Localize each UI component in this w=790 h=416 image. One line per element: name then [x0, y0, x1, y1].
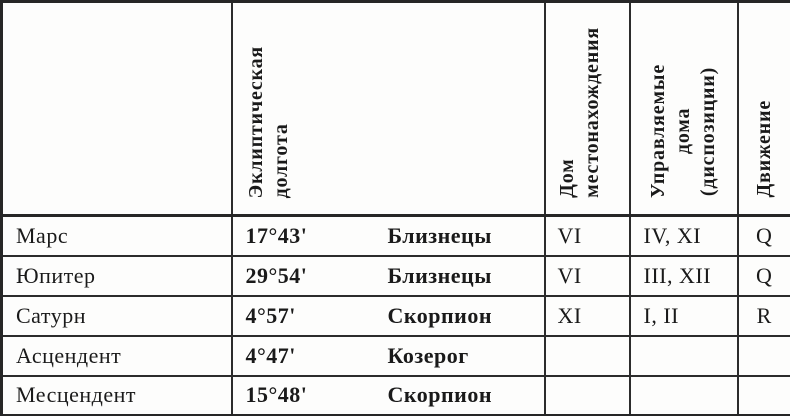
cell-ruled-houses: IV, XI	[628, 214, 739, 257]
cell-movement: Q	[736, 254, 790, 297]
longitude-degrees: 29°54'	[245, 262, 308, 288]
zodiac-sign: Скорпион	[387, 302, 493, 328]
table-row-saturn: Сатурн 4°57' Скорпион XI I, II R	[0, 294, 790, 337]
cell-longitude: 17°43' Близнецы	[230, 214, 546, 257]
cell-house: XI	[543, 294, 631, 337]
cell-ruled-houses	[628, 374, 739, 416]
cell-house: VI	[543, 254, 631, 297]
header-house-of-location: Дом местонахождения	[543, 0, 631, 217]
cell-house	[543, 334, 631, 377]
cell-planet-name: Сатурн	[0, 294, 233, 337]
header-ecliptic-longitude: Эклиптическая долгота	[230, 0, 546, 217]
longitude-degrees: 15°48'	[245, 382, 308, 408]
header-ecliptic-longitude-label: Эклиптическая долгота	[244, 45, 292, 198]
table-row-jupiter: Юпитер 29°54' Близнецы VI III, XII Q	[0, 254, 790, 297]
cell-longitude: 4°47' Козерог	[230, 334, 546, 377]
cell-planet-name: Асцендент	[0, 334, 233, 377]
cell-movement: R	[736, 294, 790, 337]
longitude-degrees: 4°47'	[245, 342, 296, 368]
cell-longitude: 15°48' Скорпион	[230, 374, 546, 416]
header-movement: Движение	[736, 0, 790, 217]
cell-house	[543, 374, 631, 416]
header-house-of-location-label: Дом местонахождения	[555, 27, 603, 198]
cell-ruled-houses: I, II	[628, 294, 739, 337]
header-row: Эклиптическая долгота Дом местонахождени…	[0, 0, 790, 217]
longitude-degrees: 17°43'	[245, 222, 308, 248]
header-ruled-houses-label: Управляемые дома (диспозиции)	[647, 63, 719, 198]
cell-movement: Q	[736, 214, 790, 257]
cell-movement	[736, 374, 790, 416]
longitude-degrees: 4°57'	[245, 302, 296, 328]
cell-movement	[736, 334, 790, 377]
table-row-ascendant: Асцендент 4°47' Козерог	[0, 334, 790, 377]
zodiac-sign: Козерог	[387, 342, 469, 368]
cell-house: VI	[543, 214, 631, 257]
cell-longitude: 29°54' Близнецы	[230, 254, 546, 297]
header-movement-label: Движение	[752, 100, 775, 198]
zodiac-sign: Близнецы	[387, 222, 492, 248]
table-header: Эклиптическая долгота Дом местонахождени…	[0, 0, 790, 217]
table-body: Марс 17°43' Близнецы VI IV, XI Q Юпитер 2…	[0, 214, 790, 416]
zodiac-sign: Скорпион	[387, 382, 493, 408]
cell-ruled-houses	[628, 334, 739, 377]
header-ruled-houses: Управляемые дома (диспозиции)	[628, 0, 739, 217]
header-planet-empty	[0, 0, 233, 217]
cell-longitude: 4°57' Скорпион	[230, 294, 546, 337]
cell-planet-name: Марс	[0, 214, 233, 257]
cell-planet-name: Юпитер	[0, 254, 233, 297]
cell-ruled-houses: III, XII	[628, 254, 739, 297]
table-row-mc: Месцендент 15°48' Скорпион	[0, 374, 790, 416]
cell-planet-name: Месцендент	[0, 374, 233, 416]
zodiac-sign: Близнецы	[387, 262, 492, 288]
table-row-mars: Марс 17°43' Близнецы VI IV, XI Q	[0, 214, 790, 257]
